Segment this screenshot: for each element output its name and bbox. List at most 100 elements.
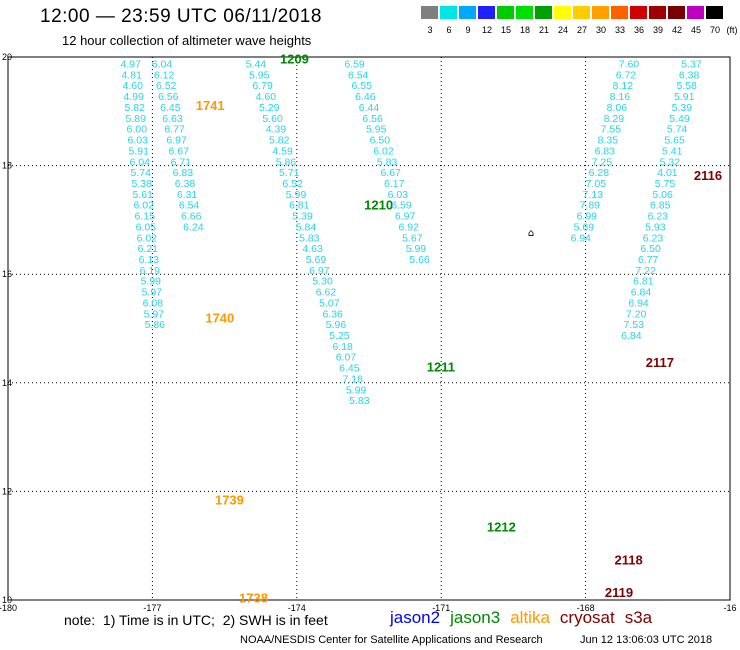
swh-value: 5.32 xyxy=(660,156,681,168)
swh-value: 6.46 xyxy=(355,91,376,103)
swh-value: 6.55 xyxy=(352,80,373,92)
swh-value: 4.59 xyxy=(272,145,293,157)
longitude-tick-label: -16 xyxy=(723,603,736,613)
swh-value: 6.66 xyxy=(181,211,202,223)
swh-value: 6.56 xyxy=(362,113,383,125)
swh-value: 5.69 xyxy=(306,254,327,266)
swh-value: 6.04 xyxy=(130,156,151,168)
swh-value: 7.60 xyxy=(619,59,640,71)
swh-value: 5.86 xyxy=(145,319,166,331)
swh-value: 6.81 xyxy=(289,200,310,212)
swh-value: 5.67 xyxy=(402,232,423,244)
swh-value: 5.49 xyxy=(669,113,690,125)
swh-value: 5.93 xyxy=(645,221,666,233)
swh-value: 6.23 xyxy=(648,211,669,223)
swh-value: 6.67 xyxy=(168,145,189,157)
swh-value: 5.41 xyxy=(662,145,683,157)
swh-value: 6.59 xyxy=(344,59,365,71)
longitude-tick-label: -177 xyxy=(143,603,161,613)
swh-value: 7.89 xyxy=(580,200,601,212)
swh-value: 6.52 xyxy=(282,178,303,190)
legend-unit: (ft) xyxy=(726,25,738,35)
latitude-tick-label: 18 xyxy=(2,161,12,171)
latitude-tick-label: 16 xyxy=(2,269,12,279)
swh-value: 6.84 xyxy=(621,330,642,342)
pass-time-label: 1212 xyxy=(487,520,516,535)
swh-value: 7.05 xyxy=(586,178,607,190)
swh-value: 6.45 xyxy=(160,102,181,114)
swh-value: 5.39 xyxy=(292,211,313,223)
swh-value: 6.24 xyxy=(183,221,204,233)
swh-value: 5.39 xyxy=(672,102,693,114)
swh-value: 5.82 xyxy=(125,102,146,114)
swh-value: 7.22 xyxy=(636,265,657,277)
swh-value: 6.83 xyxy=(173,167,194,179)
swh-value: 6.02 xyxy=(137,232,158,244)
swh-value: 7.20 xyxy=(626,308,647,320)
pass-time-label: 2117 xyxy=(646,355,674,370)
swh-value: 6.54 xyxy=(348,69,369,81)
swh-value: 6.92 xyxy=(398,221,419,233)
swh-value: 6.45 xyxy=(339,363,360,375)
swh-value: 6.12 xyxy=(154,69,175,81)
legend-swatch xyxy=(554,6,571,19)
legend-swatch xyxy=(459,6,476,19)
swh-value: 6.15 xyxy=(135,211,156,223)
legend-swatch xyxy=(421,6,438,19)
swh-value: 5.99 xyxy=(406,243,427,255)
legend-label: 36 xyxy=(633,25,644,35)
swh-value: 5.95 xyxy=(366,124,387,136)
swh-value: 5.99 xyxy=(141,276,162,288)
swh-value: 8.35 xyxy=(598,135,619,147)
swh-value: 5.74 xyxy=(667,124,688,136)
swh-value: 5.86 xyxy=(276,156,297,168)
satellite-legend-jason2: jason2 xyxy=(390,608,441,627)
swh-value: 5.97 xyxy=(142,287,163,299)
swh-value: 4.63 xyxy=(302,243,323,255)
swh-value: 5.89 xyxy=(126,113,147,125)
swh-value: 7.18 xyxy=(342,373,363,385)
swh-value: 6.04 xyxy=(152,59,173,71)
swh-value: 5.99 xyxy=(346,384,367,396)
swh-value: 5.29 xyxy=(259,102,280,114)
swh-value: 6.59 xyxy=(391,200,412,212)
swh-value: 5.97 xyxy=(144,308,165,320)
swh-value: 4.99 xyxy=(124,91,145,103)
island-marker: ⌂ xyxy=(528,228,534,239)
map-title: 12:00 — 23:59 UTC 06/11/2018 xyxy=(40,6,322,27)
satellite-legend: jason2 jason3 altika cryosat s3a xyxy=(390,608,662,628)
swh-value: 6.71 xyxy=(171,156,192,168)
swh-value: 6.97 xyxy=(395,211,416,223)
swh-value: 6.08 xyxy=(143,297,164,309)
swh-value: 6.17 xyxy=(384,178,405,190)
pass-time-label: 2119 xyxy=(605,585,633,600)
swh-value: 5.83 xyxy=(377,156,398,168)
swh-value: 5.99 xyxy=(286,189,307,201)
legend-swatch xyxy=(706,6,723,19)
legend-label: 18 xyxy=(519,25,530,35)
swh-value: 5.69 xyxy=(574,221,595,233)
swh-value: 6.77 xyxy=(164,124,185,136)
satellite-legend-jason3: jason3 xyxy=(450,608,501,627)
swh-value: 6.97 xyxy=(166,135,187,147)
pass-time-label: 1741 xyxy=(196,98,225,113)
longitude-tick-label: -174 xyxy=(288,603,306,613)
generation-timestamp: Jun 12 13:06:03 UTC 2018 xyxy=(580,634,713,646)
swh-value: 5.58 xyxy=(676,80,697,92)
swh-value: 6.99 xyxy=(577,211,598,223)
legend-label: 27 xyxy=(576,25,587,35)
swh-value: 6.94 xyxy=(628,297,649,309)
swh-value: 7.55 xyxy=(601,124,622,136)
swh-value: 5.91 xyxy=(674,91,695,103)
legend-swatch xyxy=(592,6,609,19)
swh-value: 5.96 xyxy=(326,319,347,331)
swh-value: 6.83 xyxy=(595,145,616,157)
swh-value: 5.95 xyxy=(249,69,270,81)
swh-value: 5.60 xyxy=(262,113,283,125)
swh-value: 6.18 xyxy=(332,341,353,353)
swh-value: 6.79 xyxy=(252,80,273,92)
swh-value: 5.71 xyxy=(279,167,300,179)
swh-value: 6.63 xyxy=(162,113,183,125)
legend-label: 15 xyxy=(500,25,511,35)
legend-label: 9 xyxy=(465,25,471,35)
